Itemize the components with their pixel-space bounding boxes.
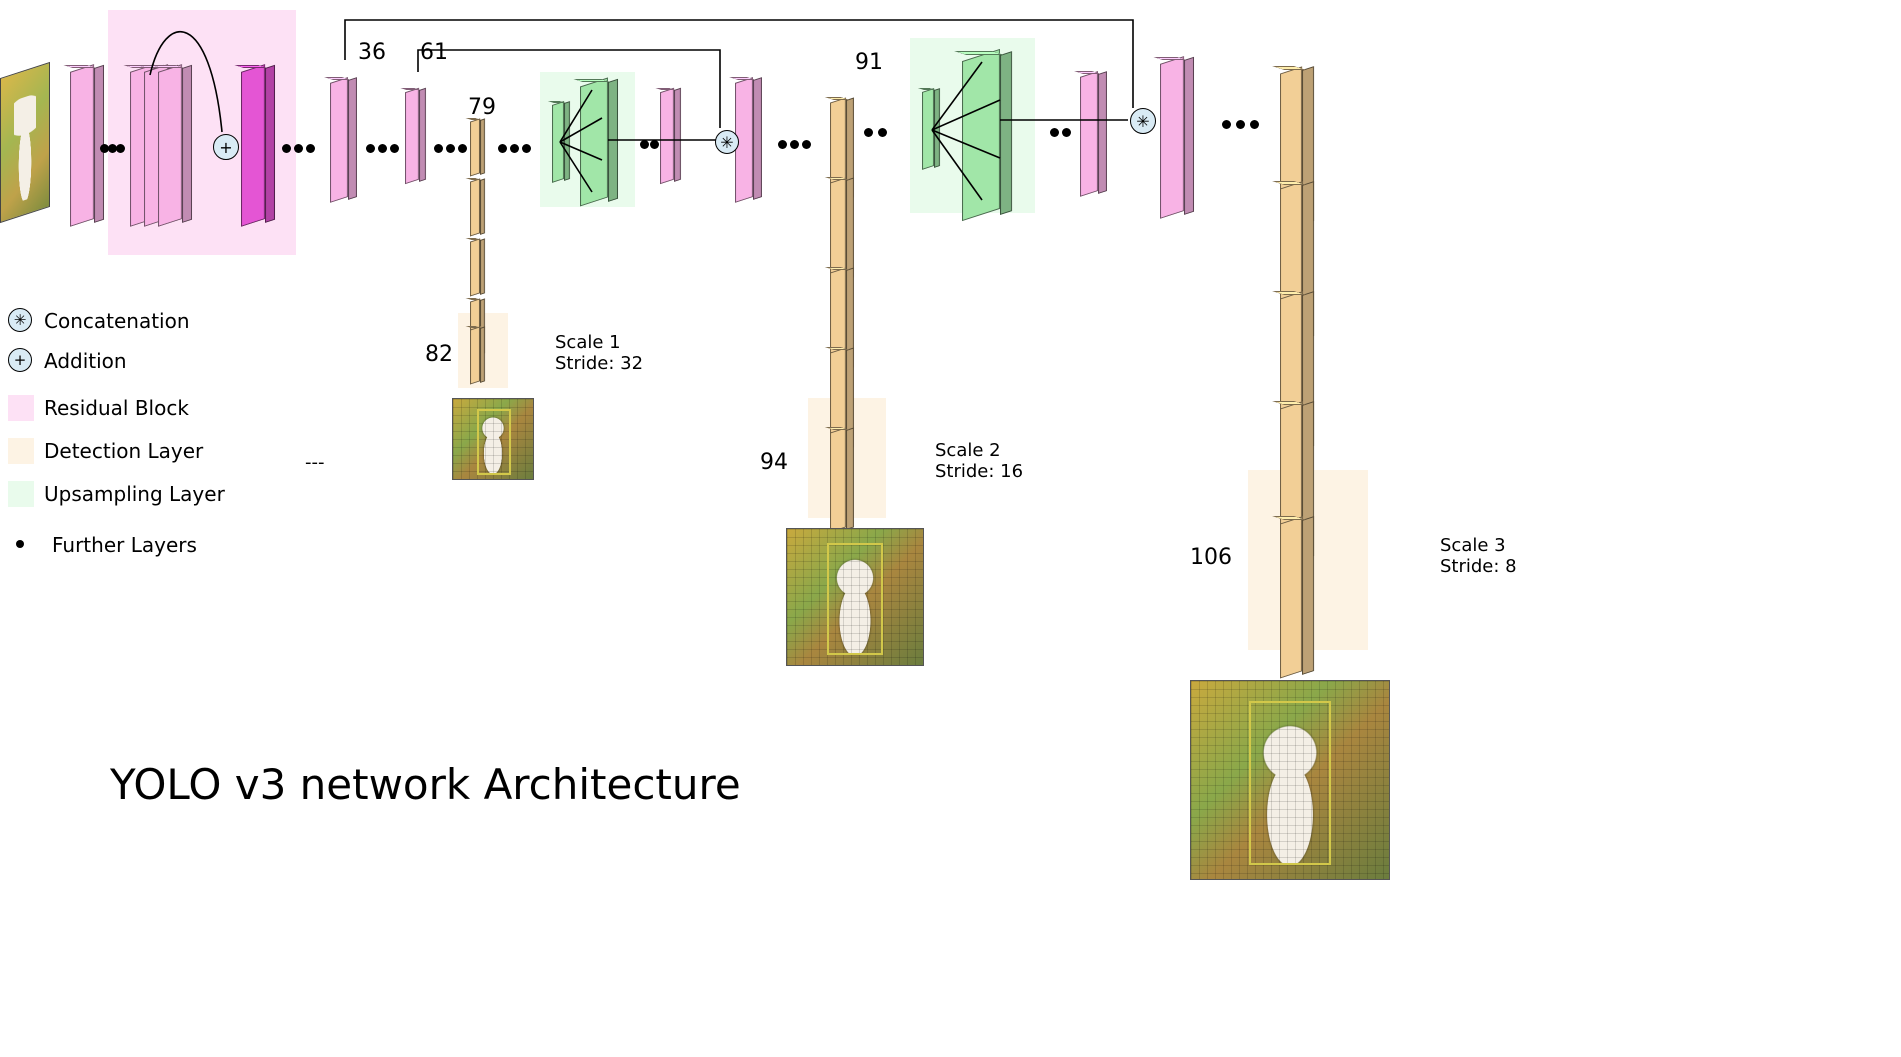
det-branch-1-layer-2: [470, 240, 485, 295]
concat-node-2: ✳: [1130, 108, 1156, 134]
conv-layer-4: [241, 68, 275, 223]
ellipsis-dot: [640, 140, 649, 149]
legend-swatch-3: [8, 438, 34, 464]
diagram-title: YOLO v3 network Architecture: [110, 760, 741, 809]
upsample-in-1: [922, 90, 940, 168]
ellipsis-dot: [1250, 120, 1259, 129]
conv-layer-0: [70, 68, 104, 223]
ellipsis-dot: [1236, 120, 1245, 129]
scale-label-2: Scale 2 Stride: 16: [935, 440, 1023, 482]
layer-number-79: 79: [468, 95, 496, 120]
layer-number-82: 82: [425, 342, 453, 367]
legend-label-4: Upsampling Layer: [44, 482, 225, 506]
ellipsis-dot: [446, 144, 455, 153]
legend-label-1: Addition: [44, 349, 127, 373]
ellipsis-dashes: ---: [305, 452, 325, 473]
ellipsis-dot: [1222, 120, 1231, 129]
ellipsis-dot: [434, 144, 443, 153]
legend-dot-icon: [16, 540, 24, 548]
bbox: [827, 543, 883, 655]
legend-label-0: Concatenation: [44, 309, 190, 333]
ellipsis-dot: [802, 140, 811, 149]
layer-number-36: 36: [358, 40, 386, 65]
ellipsis-dot: [864, 128, 873, 137]
conv-layer-5: [330, 80, 357, 200]
bbox: [1249, 701, 1331, 865]
conv-layer-10: [1160, 60, 1194, 215]
detection-output-1: [452, 398, 534, 480]
conv-layer-6: [405, 90, 426, 182]
legend-concat-icon: ✳: [8, 308, 32, 332]
ellipsis-dot: [1062, 128, 1071, 137]
ellipsis-dot: [458, 144, 467, 153]
ellipsis-dot: [366, 144, 375, 153]
conv-layer-7: [660, 90, 681, 182]
ellipsis-dot: [390, 144, 399, 153]
ellipsis-dot: [294, 144, 303, 153]
det-branch-3-layer-4: [1280, 520, 1314, 675]
ellipsis-dot: [116, 144, 125, 153]
detection-output-3: [1190, 680, 1390, 880]
scale-label-1: Scale 1 Stride: 32: [555, 332, 643, 374]
ellipsis-dot: [378, 144, 387, 153]
detection-output-2: [786, 528, 924, 666]
conv-layer-9: [1080, 74, 1107, 194]
upsample-out-1: [962, 55, 1012, 215]
conv-layer-3: [158, 68, 192, 223]
scale-label-3: Scale 3 Stride: 8: [1440, 535, 1517, 577]
addition-node-0: +: [213, 134, 239, 160]
legend-swatch-4: [8, 481, 34, 507]
layer-number-94: 94: [760, 450, 788, 475]
ellipsis-dot: [1050, 128, 1059, 137]
ellipsis-dot: [878, 128, 887, 137]
ellipsis-dot: [778, 140, 787, 149]
concat-node-1: ✳: [715, 130, 739, 154]
det-branch-2-layer-4: [830, 430, 854, 530]
input-image: [0, 62, 50, 223]
ellipsis-dot: [498, 144, 507, 153]
upsample-in-0: [552, 103, 570, 181]
ellipsis-dot: [282, 144, 291, 153]
legend-addition-icon: +: [8, 348, 32, 372]
legend-label-5: Further Layers: [52, 533, 197, 557]
conv-layer-8: [735, 80, 762, 200]
ellipsis-dot: [306, 144, 315, 153]
det-branch-1-layer-1: [470, 180, 485, 235]
ellipsis-dot: [510, 144, 519, 153]
det-branch-1-layer-4: [470, 328, 485, 383]
ellipsis-dot: [522, 144, 531, 153]
upsample-out-0: [580, 82, 618, 202]
ellipsis-dot: [790, 140, 799, 149]
legend-label-2: Residual Block: [44, 396, 189, 420]
bbox: [477, 409, 511, 475]
layer-number-61: 61: [420, 40, 448, 65]
det-branch-2-layer-1: [830, 180, 854, 280]
legend-label-3: Detection Layer: [44, 439, 203, 463]
legend-swatch-2: [8, 395, 34, 421]
layer-number-106: 106: [1190, 545, 1232, 570]
ellipsis-dot: [650, 140, 659, 149]
det-branch-1-layer-0: [470, 120, 485, 175]
layer-number-91: 91: [855, 50, 883, 75]
